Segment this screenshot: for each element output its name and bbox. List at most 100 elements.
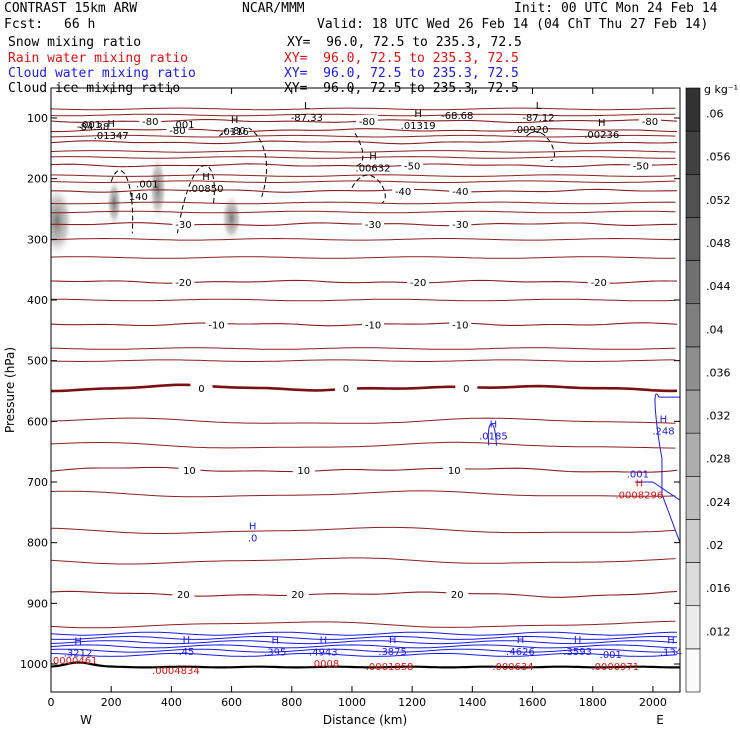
isotherm-label: -80	[359, 117, 375, 128]
isotherm-label: -80	[169, 126, 185, 137]
isotherm-label-bg	[455, 381, 478, 393]
isotherm-minor	[51, 210, 676, 214]
field-snow-xy: XY= 96.0, 72.5 to 235.3, 72.5	[287, 35, 522, 50]
colorbar-tick-label: .028	[706, 453, 731, 466]
colorbar-segment	[685, 130, 701, 175]
x-tick-label: 1800	[579, 696, 607, 709]
fcst-value: 66 h	[64, 17, 96, 32]
isotherm-minor	[51, 256, 676, 259]
isotherm-label: -80	[142, 117, 158, 128]
colorbar-segment	[685, 605, 701, 650]
isotherm-minus40	[51, 188, 678, 193]
isotherm-minus70	[51, 128, 678, 133]
isotherm-label: -50	[633, 161, 649, 172]
extremum-value: .00850	[188, 184, 223, 195]
extremum-value: .0185	[479, 431, 508, 442]
field-rain-name: Rain water mixing ratio	[8, 51, 189, 66]
extremum-value: .0004834	[152, 666, 200, 677]
isotherm-minor	[51, 417, 676, 424]
extremum-value: 140	[129, 192, 148, 203]
cloud-ice-contour	[526, 131, 555, 161]
colorbar-segment	[685, 260, 701, 305]
isotherm-label: 20	[451, 590, 464, 601]
isotherm-label-bg	[638, 115, 661, 127]
extremum-value: .001	[79, 120, 101, 131]
isotherm-label: -10	[208, 320, 224, 331]
isotherm-label-bg	[286, 588, 309, 600]
high-marker: H	[389, 635, 397, 646]
high-marker: H	[517, 635, 525, 646]
isotherm-label: -30	[175, 220, 191, 231]
y-tick-label: 100	[27, 112, 48, 125]
isotherm-minor	[51, 134, 676, 138]
terrain-line	[51, 661, 680, 669]
x-tick-label: 2000	[639, 696, 667, 709]
isotherm-minor	[51, 113, 676, 117]
isotherm-label-bg	[166, 124, 189, 136]
high-marker: H	[183, 635, 191, 646]
colorbar-tick-label: .04	[706, 323, 724, 336]
isotherm-label-bg	[226, 124, 249, 136]
extremum-value: .395	[264, 647, 286, 658]
extremum-value: .001	[600, 650, 622, 661]
colorbar-segment	[685, 173, 701, 218]
isotherm-label: 0	[463, 384, 469, 395]
field-snow-name: Snow mixing ratio	[8, 35, 142, 50]
y-tick-label: 600	[27, 415, 48, 428]
colorbar-segment	[685, 346, 701, 391]
plot-frame	[50, 87, 681, 693]
colorbar-tick-label: .012	[706, 625, 731, 638]
y-tick-label: 700	[27, 476, 48, 489]
isotherm-label-bg	[629, 159, 652, 171]
extremum-value: .01347	[94, 131, 129, 142]
colorbar-tick-label: .036	[706, 366, 731, 379]
extremum-value: .4626	[506, 647, 535, 658]
high-marker: H	[202, 172, 210, 183]
extremum-value: .4943	[309, 647, 338, 658]
low-marker: L	[304, 101, 310, 112]
east-endpoint-label: E	[656, 713, 664, 727]
y-tick-label: 200	[27, 173, 48, 186]
isotherm-label: 20	[291, 590, 304, 601]
y-tick-label: 800	[27, 537, 48, 550]
high-marker: H	[636, 478, 644, 489]
extremum-value: -87.12	[522, 113, 554, 124]
x-tick-label: 600	[221, 696, 242, 709]
isotherm-minor	[51, 620, 676, 629]
extremum-value: .0008	[311, 659, 340, 670]
cloud-water-contour	[51, 648, 678, 653]
isotherm-10	[51, 466, 678, 473]
extremum-value: .3593	[563, 647, 592, 658]
extremum-value: .01319	[401, 121, 436, 132]
cloud-ice-contour	[110, 169, 134, 234]
high-marker: H	[414, 109, 422, 120]
extremum-value: .001	[627, 470, 649, 481]
isotherm-label-bg	[172, 275, 195, 287]
colorbar-tick-label: .056	[706, 151, 731, 164]
isotherm-label-bg	[292, 463, 315, 475]
isotherm-minor	[51, 107, 676, 111]
isotherm-minor	[51, 526, 676, 534]
snow-shading-blob	[221, 193, 243, 243]
extremum-value: .0116	[220, 127, 249, 138]
colorbar-tick-label: .06	[706, 108, 724, 121]
colorbar-segment	[685, 303, 701, 348]
isotherm-label: -80	[229, 126, 245, 137]
isotherm-label-bg	[139, 115, 162, 127]
cloud-water-contour	[654, 393, 680, 543]
isotherm-label: 10	[297, 466, 310, 477]
isotherm-minor	[51, 237, 676, 241]
high-marker: H	[74, 637, 82, 648]
high-marker: H	[598, 118, 606, 129]
isotherm-minus20	[51, 279, 678, 284]
extremum-value: .0000971	[591, 662, 639, 673]
cloud-water-contour	[487, 423, 497, 446]
west-endpoint-label: W	[80, 713, 92, 727]
valid-time: Valid: 18 UTC Wed 26 Feb 14 (04 ChT Thu …	[317, 17, 709, 32]
isotherm-label-bg	[356, 115, 379, 127]
isotherm-minor	[51, 298, 676, 302]
isotherm-label: -10	[365, 320, 381, 331]
y-tick-label: 900	[27, 597, 48, 610]
isotherm-minor	[51, 441, 676, 449]
